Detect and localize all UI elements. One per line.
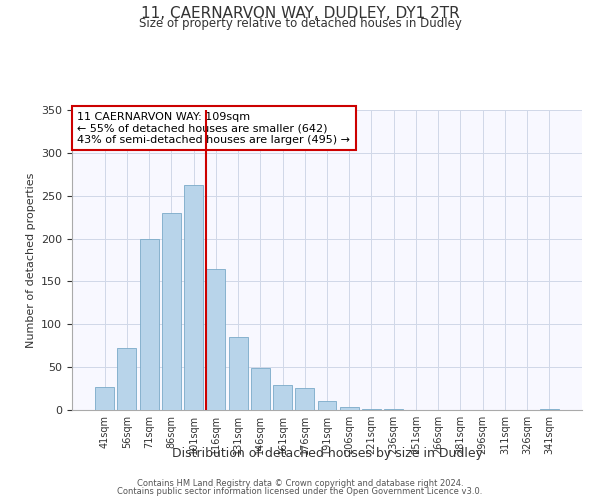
Text: Contains HM Land Registry data © Crown copyright and database right 2024.: Contains HM Land Registry data © Crown c… xyxy=(137,479,463,488)
Text: Contains public sector information licensed under the Open Government Licence v3: Contains public sector information licen… xyxy=(118,487,482,496)
Bar xyxy=(118,348,136,410)
Bar xyxy=(229,337,248,410)
Y-axis label: Number of detached properties: Number of detached properties xyxy=(26,172,35,348)
Bar xyxy=(340,406,359,410)
Bar xyxy=(251,368,270,410)
Text: Distribution of detached houses by size in Dudley: Distribution of detached houses by size … xyxy=(172,448,482,460)
Bar xyxy=(184,186,203,410)
Bar xyxy=(540,409,559,410)
Bar xyxy=(95,387,114,410)
Text: 11 CAERNARVON WAY: 109sqm
← 55% of detached houses are smaller (642)
43% of semi: 11 CAERNARVON WAY: 109sqm ← 55% of detac… xyxy=(77,112,350,144)
Bar xyxy=(384,409,403,410)
Bar xyxy=(206,268,225,410)
Bar xyxy=(295,388,314,410)
Text: 11, CAERNARVON WAY, DUDLEY, DY1 2TR: 11, CAERNARVON WAY, DUDLEY, DY1 2TR xyxy=(140,6,460,20)
Bar xyxy=(362,409,381,410)
Bar xyxy=(317,402,337,410)
Bar xyxy=(162,213,181,410)
Bar xyxy=(140,238,158,410)
Bar xyxy=(273,385,292,410)
Text: Size of property relative to detached houses in Dudley: Size of property relative to detached ho… xyxy=(139,18,461,30)
